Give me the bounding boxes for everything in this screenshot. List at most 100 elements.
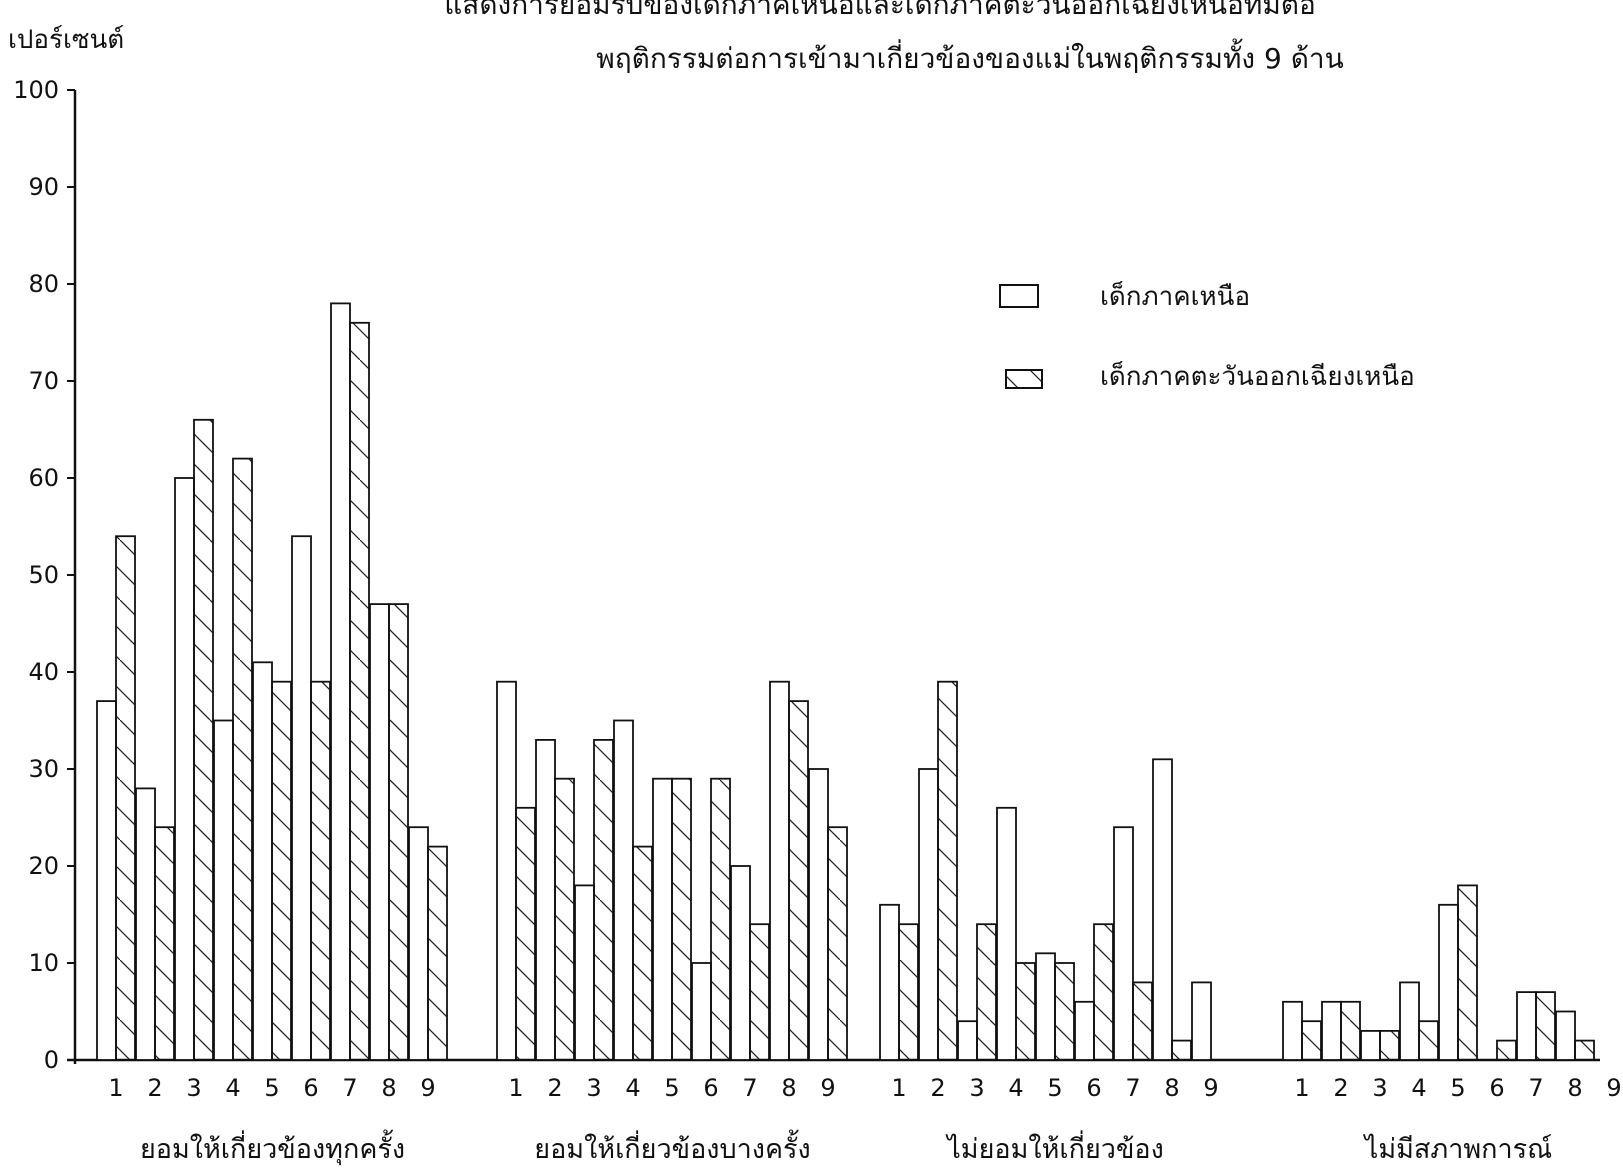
- y-tick-label: 0: [44, 1046, 59, 1074]
- bar-northeast: [1535, 991, 1556, 1061]
- bar-north: [1321, 1000, 1342, 1061]
- bar-northeast: [1132, 981, 1153, 1061]
- bar-north: [291, 535, 312, 1061]
- bar-northeast: [1054, 962, 1075, 1061]
- y-tick-label: 90: [28, 173, 59, 201]
- x-tick-label: 6: [1489, 1074, 1504, 1102]
- x-tick-label: 1: [891, 1074, 906, 1102]
- x-tick-label: 4: [1008, 1074, 1023, 1102]
- x-tick-label: 6: [1086, 1074, 1101, 1102]
- x-tick-label: 2: [547, 1074, 562, 1102]
- x-tick-label: 3: [969, 1074, 984, 1102]
- group-label: ยอมให้เกี่ยวข้องทุกครั้ง: [140, 1129, 405, 1166]
- y-tick-label: 30: [28, 755, 59, 783]
- x-tick-label: 8: [381, 1074, 396, 1102]
- x-tick-label: 6: [703, 1074, 718, 1102]
- bar-north: [1438, 903, 1459, 1061]
- bar-north: [1399, 981, 1420, 1061]
- x-tick-label: 9: [1203, 1074, 1218, 1102]
- bar-northeast: [515, 806, 536, 1061]
- x-tick-label: 8: [781, 1074, 796, 1102]
- bar-northeast: [827, 826, 848, 1061]
- x-tick-label: 7: [1528, 1074, 1543, 1102]
- bar-northeast: [1496, 1039, 1517, 1061]
- bar-north: [957, 1020, 978, 1061]
- y-tick-label: 100: [13, 76, 59, 104]
- bar-north: [652, 777, 673, 1061]
- y-tick-label: 70: [28, 367, 59, 395]
- bar-northeast: [1379, 1030, 1400, 1061]
- bar-north: [1152, 758, 1173, 1061]
- x-tick-label: 9: [820, 1074, 835, 1102]
- bar-northeast: [710, 777, 731, 1061]
- x-tick-label: 6: [303, 1074, 318, 1102]
- x-tick-label: 7: [1125, 1074, 1140, 1102]
- x-tick-label: 3: [586, 1074, 601, 1102]
- y-tick-label: 60: [28, 464, 59, 492]
- bars: [96, 302, 1595, 1061]
- bar-northeast: [271, 680, 292, 1061]
- bar-northeast: [1457, 884, 1478, 1061]
- bar-northeast: [310, 680, 331, 1061]
- bar-north: [135, 787, 156, 1061]
- bar-north: [252, 661, 273, 1061]
- bar-north: [1113, 826, 1134, 1061]
- bar-northeast: [115, 535, 136, 1061]
- bar-northeast: [554, 777, 575, 1061]
- y-tick-label: 50: [28, 561, 59, 589]
- y-tick-label: 40: [28, 658, 59, 686]
- x-tick-label: 5: [1450, 1074, 1465, 1102]
- bar-northeast: [632, 845, 653, 1061]
- y-tick-label: 10: [28, 949, 59, 977]
- y-axis-label: เปอร์เซนต์: [8, 25, 124, 55]
- x-tick-label: 7: [742, 1074, 757, 1102]
- bar-northeast: [937, 680, 958, 1061]
- bar-north: [1360, 1030, 1381, 1061]
- bar-north: [730, 865, 751, 1061]
- group-label: ไม่มีสภาพการณ์: [1363, 1133, 1552, 1165]
- bar-north: [808, 768, 829, 1061]
- x-tick-label: 1: [1294, 1074, 1309, 1102]
- bar-northeast: [898, 923, 919, 1061]
- bar-northeast: [671, 777, 692, 1061]
- bar-north: [769, 680, 790, 1061]
- chart-title-partial: แสดงการยอมรับของเด็กภาคเหนือและเด็กภาคตะ…: [444, 0, 1316, 21]
- legend-label-north: เด็กภาคเหนือ: [1100, 280, 1250, 312]
- bar-northeast: [1093, 923, 1114, 1061]
- legend-swatch-north: [999, 284, 1039, 308]
- bar-north: [535, 739, 556, 1061]
- bar-northeast: [232, 457, 253, 1061]
- bar-northeast: [154, 826, 175, 1061]
- bar-northeast: [388, 603, 409, 1061]
- x-tick-label: 2: [1333, 1074, 1348, 1102]
- bar-north: [996, 806, 1017, 1061]
- x-tick-label: 7: [342, 1074, 357, 1102]
- group-label: ยอมให้เกี่ยวข้องบางครั้ง: [534, 1129, 810, 1165]
- group-labels: ยอมให้เกี่ยวข้องทุกครั้ง ยอมให้เกี่ยวข้อง…: [140, 1129, 1552, 1166]
- legend-swatch-northeast: [1005, 369, 1043, 389]
- bar-northeast: [976, 923, 997, 1061]
- bar-north: [174, 477, 195, 1061]
- bar-northeast: [1301, 1020, 1322, 1061]
- bar-north: [369, 603, 390, 1061]
- x-tick-label: 4: [225, 1074, 240, 1102]
- bar-north: [408, 826, 429, 1061]
- bar-northeast: [427, 845, 448, 1061]
- bar-northeast: [349, 321, 370, 1061]
- bar-north: [574, 884, 595, 1061]
- bar-north: [613, 719, 634, 1061]
- bar-north: [1074, 1000, 1095, 1061]
- x-tick-label: 1: [508, 1074, 523, 1102]
- bar-northeast: [749, 923, 770, 1061]
- bar-northeast: [593, 739, 614, 1061]
- bar-northeast: [1015, 962, 1036, 1061]
- bar-north: [1516, 991, 1537, 1061]
- bar-north: [1191, 981, 1212, 1061]
- x-tick-label: 5: [664, 1074, 679, 1102]
- bar-northeast: [1340, 1000, 1361, 1061]
- bar-northeast: [788, 700, 809, 1061]
- bar-north: [96, 700, 117, 1061]
- y-tick-label: 20: [28, 852, 59, 880]
- bar-northeast: [193, 418, 214, 1061]
